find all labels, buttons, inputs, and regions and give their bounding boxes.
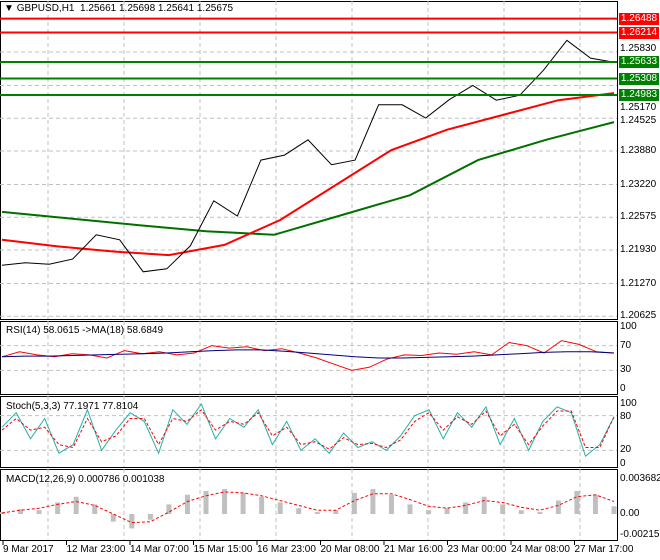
price-tick-label: 1.22575	[620, 211, 657, 223]
panel-frame	[0, 396, 618, 468]
stoch-tick-label: 0	[620, 457, 626, 469]
price-tick-label: 1.20625	[620, 310, 657, 322]
macd-tick-label: -0.002151	[620, 528, 660, 540]
time-tick-label: 14 Mar 07:00	[130, 544, 189, 555]
price-tick-label: 1.25830	[620, 43, 657, 54]
panel-frame	[0, 1, 618, 320]
time-tick-label: 16 Mar 23:00	[257, 544, 316, 555]
stoch-main-line	[1, 402, 615, 458]
stoch-tick-label: 80	[620, 411, 632, 423]
rsi-label: RSI(14) 58.0615 ->MA(18) 58.6849	[6, 325, 164, 336]
time-tick-label: 23 Mar 00:00	[447, 544, 507, 555]
rsi-line	[1, 340, 615, 371]
time-tick-label: 21 Mar 16:00	[384, 544, 443, 555]
price-tick-label: 1.23220	[620, 178, 657, 190]
stoch-signal-line	[1, 409, 615, 450]
time-tick-label: 24 Mar 08:00	[511, 544, 570, 555]
level-price-tag[interactable]: 1.25633	[619, 56, 659, 68]
price-tick-label: 1.25170	[620, 102, 657, 113]
stoch-tick-label: 100	[620, 398, 637, 409]
level-price-tag[interactable]: 1.25308	[619, 72, 659, 85]
rsi-tick-label: 0	[620, 383, 626, 394]
rsi-tick-label: 30	[620, 364, 632, 376]
time-tick-label: 12 Mar 23:00	[66, 544, 126, 555]
macd-signal-line	[1, 491, 615, 524]
high-price: 1.25698	[118, 3, 156, 14]
ma-fast-line	[1, 92, 615, 257]
price-tick-label: 1.24525	[620, 115, 657, 127]
stoch-tick-label: 20	[620, 444, 632, 456]
dropdown-triangle-icon[interactable]: ▼	[4, 3, 14, 14]
chart-header: ▼ GBPUSD,H1 1.25661 1.25698 1.25641 1.25…	[4, 3, 233, 15]
macd-tick-label: 0.00	[620, 508, 640, 519]
price-line	[1, 39, 615, 273]
level-price-tag[interactable]: 1.26488	[619, 12, 659, 25]
time-tick-label: 9 Mar 2017	[3, 544, 54, 555]
symbol-label: GBPUSD,H1	[16, 3, 75, 14]
low-price: 1.25641	[157, 3, 195, 14]
ma-slow-line	[1, 121, 615, 236]
price-tick-label: 1.21930	[620, 244, 657, 255]
close-price: 1.25675	[196, 3, 234, 14]
rsi-tick-label: 100	[620, 321, 637, 332]
time-tick-label: 27 Mar 17:00	[574, 544, 634, 555]
time-tick-label: 15 Mar 15:00	[193, 544, 253, 555]
time-tick-label: 20 Mar 08:00	[320, 544, 380, 555]
macd-tick-label: 0.003682	[620, 472, 660, 484]
level-price-tag[interactable]: 1.24983	[619, 89, 659, 101]
stoch-label: Stoch(5,3,3) 77.1971 77.8104	[6, 401, 139, 412]
price-tick-label: 1.21270	[620, 277, 657, 289]
panel-frame	[0, 469, 618, 541]
rsi-ma-line	[1, 349, 615, 359]
level-price-tag[interactable]: 1.26214	[619, 26, 659, 39]
open-price: 1.25661	[80, 3, 117, 14]
price-tick-label: 1.23880	[620, 145, 657, 156]
rsi-tick-label: 70	[620, 339, 632, 351]
panel-frame	[0, 321, 618, 395]
macd-label: MACD(12,26,9) 0.000786 0.001038	[6, 474, 165, 485]
